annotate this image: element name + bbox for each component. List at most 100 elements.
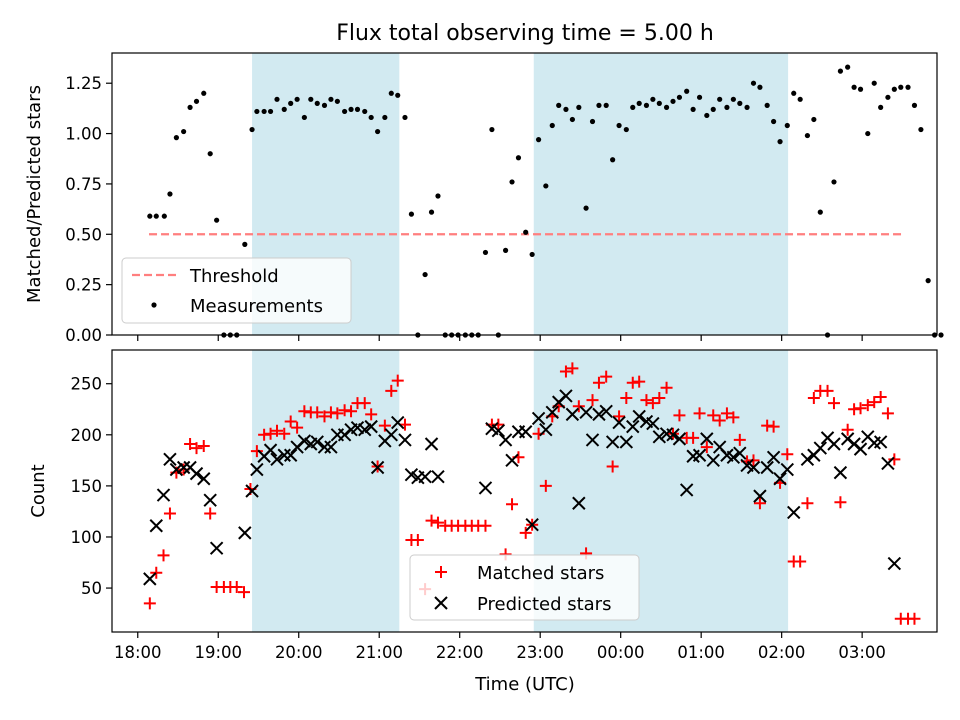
measurements-point [348,106,354,112]
measurements-point [717,96,723,102]
x-tick-label: 23:00 [516,643,564,662]
measurements-point [375,128,381,135]
matched-stars-point [848,403,861,416]
predicted-stars-point [605,435,620,449]
matched-stars-point [184,438,197,450]
measurements-point [891,86,897,92]
predicted-stars-point [364,419,378,434]
bottom-panel-frame [111,349,938,633]
predicted-stars-point [149,519,163,533]
measurements-point [911,102,918,108]
predicted-stars-legend-label: Predicted stars [477,594,611,615]
x-tick-label: 03:00 [838,643,886,662]
measurements-point [201,90,207,96]
matched-stars-legend-label: Matched stars [477,563,604,584]
y-tick-label: 0.25 [65,276,102,295]
x-tick-label: 21:00 [355,643,403,662]
predicted-stars-point [646,416,660,431]
predicted-stars-point [156,488,171,502]
matched-stars-point [150,566,163,579]
matched-stars-point [345,405,358,418]
measurements-point [710,106,716,112]
measurements-legend-swatch [151,302,157,308]
matched-stars-point [640,394,653,407]
measurements-point [402,114,408,121]
matched-stars-point [761,419,774,432]
matched-stars-point [868,396,881,409]
matched-stars-point [592,376,605,389]
measurements-point [885,94,891,100]
matched-stars-point [163,507,176,520]
predicted-stars-point [498,433,513,447]
y-tick-label: 200 [71,426,103,445]
predicted-stars-point [619,435,634,449]
predicted-stars-point [887,556,902,571]
matched-stars-point [586,394,599,407]
matched-stars-point [620,392,633,405]
measurements-legend-label: Measurements [190,296,323,317]
top-panel-x-ticks [137,335,863,341]
matched-stars-point [801,497,814,510]
measurements-point [288,100,294,106]
measurements-point [249,126,255,133]
matched-stars-point [613,410,626,423]
matched-stars-point [821,384,834,397]
measurements-point [804,132,811,139]
predicted-stars-point [666,428,680,442]
measurements-point [274,96,280,102]
matched-stars-point [318,410,331,423]
y-tick-label: 0.50 [65,225,102,244]
measurements-point [670,98,676,104]
predicted-stars-legend-swatch [434,596,448,610]
matched-stars-point [633,375,646,388]
top-panel-legend: Threshold Measurements [121,257,352,324]
top-panel-frame [111,52,938,336]
predicted-stars-point [431,469,445,484]
matched-stars-point [687,431,700,444]
measurements-point [730,96,736,102]
measurements-point [301,114,307,121]
measurements-point [254,108,260,115]
matched-stars-point [693,407,706,420]
matched-stars-point [197,440,210,453]
predicted-stars-point [398,433,412,447]
predicted-stars-point [706,453,720,468]
predicted-stars-point [853,442,868,456]
predicted-stars-point [277,448,291,462]
matched-stars-point [767,420,780,433]
x-tick-label: 20:00 [275,643,323,662]
measurements-point [684,88,690,94]
measurements-point [737,100,743,106]
measurements-point [851,84,857,90]
predicted-stars-point [873,435,888,449]
measurements-point [314,100,320,106]
predicted-stars-point [250,462,264,477]
predicted-stars-point [404,467,419,482]
y-tick-label: 1.25 [65,74,102,93]
measurements-point [771,118,777,125]
predicted-stars-point [545,405,559,420]
predicted-stars-point [726,450,741,464]
measurements-point [556,102,562,108]
matched-stars-point [298,405,311,418]
shaded-interval-2 [533,53,789,335]
matched-stars-point [794,555,807,568]
predicted-stars-point [773,472,787,486]
predicted-stars-point [833,465,848,480]
measurements-point [797,96,803,102]
top-panel-y-ticks: 0.00 0.25 0.50 0.75 1.00 1.25 [65,74,112,345]
bottom-panel-shaded-intervals [252,350,789,632]
matched-stars-point [506,498,519,511]
measurements-point [663,104,670,110]
measurements-point [569,116,575,123]
predicted-stars-point [881,456,895,471]
predicted-stars-point [263,443,278,457]
measurements-point [362,108,368,115]
matched-stars-point [324,406,337,419]
matched-stars-point [291,421,304,434]
bottom-panel-y-axis-label: Count [28,464,49,517]
threshold-legend-label: Threshold [189,266,279,287]
predicted-stars-point [270,452,284,467]
predicted-stars-point [565,407,580,422]
matched-stars-legend-swatch [435,566,447,578]
